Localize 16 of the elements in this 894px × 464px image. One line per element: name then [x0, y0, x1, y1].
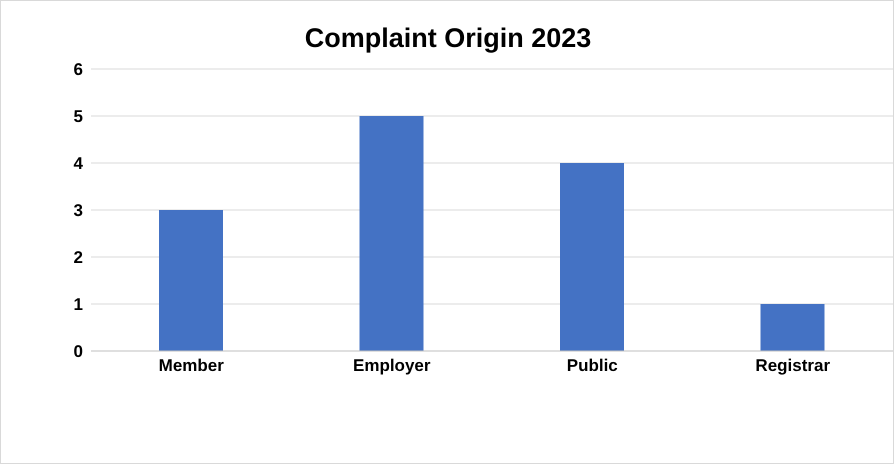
y-tick-label: 0: [74, 342, 83, 362]
bar: [159, 210, 223, 351]
y-tick-label: 6: [74, 60, 83, 80]
y-tick-label: 4: [74, 154, 84, 174]
y-tick-label: 3: [74, 201, 83, 220]
bar: [360, 116, 424, 351]
x-tick-label: Employer: [353, 356, 431, 376]
y-tick-label: 5: [74, 107, 83, 126]
bar: [760, 304, 824, 351]
x-tick-label: Member: [158, 356, 224, 376]
x-tick-label: Registrar: [755, 356, 830, 376]
chart-title: Complaint Origin 2023: [304, 23, 592, 54]
y-tick-label: 1: [74, 295, 83, 314]
y-tick-label: 2: [74, 248, 83, 268]
x-tick-label: Public: [566, 356, 618, 376]
bar: [560, 163, 624, 351]
